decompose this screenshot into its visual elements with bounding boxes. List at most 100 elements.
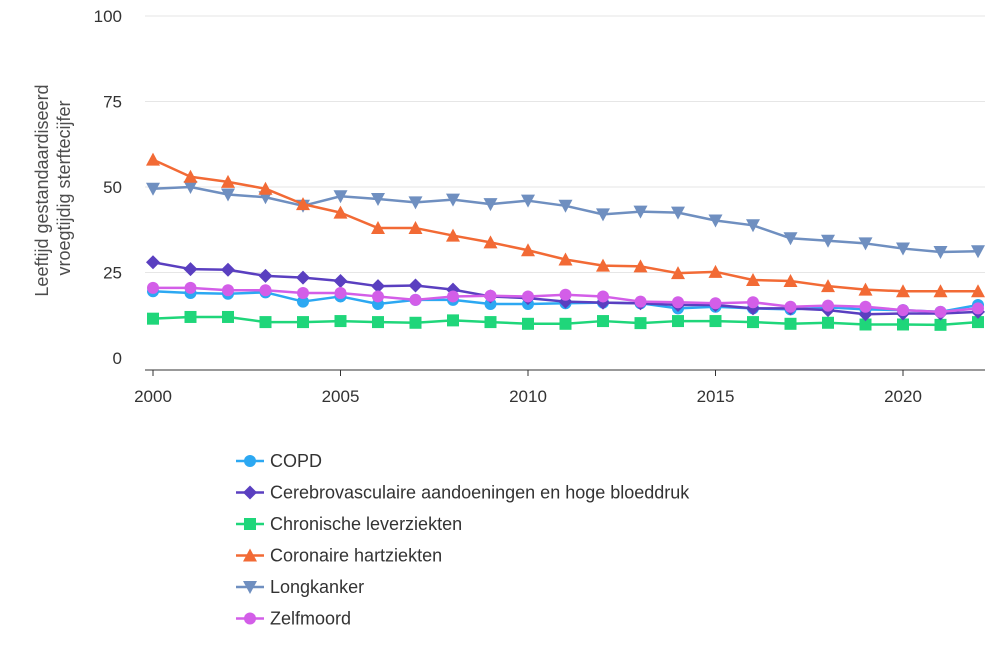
y-axis-label-line-2: vroegtijdig sterftecijfer bbox=[54, 100, 74, 275]
data-point-zelfmoord-2009 bbox=[484, 289, 497, 302]
data-point-chronische-leverziekten-2008 bbox=[447, 314, 459, 327]
series-line-longkanker bbox=[152, 185, 979, 254]
data-point-coronaire-hartziekten-2016 bbox=[746, 273, 760, 287]
data-point-zelfmoord-2004 bbox=[297, 287, 309, 300]
legend[interactable]: COPD Cerebrovasculaire aandoeningen en ho… bbox=[236, 451, 690, 629]
data-point-coronaire-hartziekten-2000 bbox=[146, 152, 160, 166]
legend-item-chronische-leverziekten[interactable]: Chronische leverziekten bbox=[236, 514, 462, 534]
data-point-coronaire-hartziekten-2017 bbox=[783, 274, 798, 288]
legend-label: Longkanker bbox=[270, 577, 364, 597]
y-tick-label: 75 bbox=[103, 93, 122, 112]
series-line-coronaire-hartziekten bbox=[152, 158, 978, 293]
x-tick-label: 2005 bbox=[322, 387, 360, 406]
legend-item-longkanker[interactable]: Longkanker bbox=[236, 577, 364, 597]
data-point-zelfmoord-2008 bbox=[447, 290, 459, 303]
data-point-coronaire-hartziekten-2011 bbox=[558, 252, 573, 266]
data-point-zelfmoord-2013 bbox=[634, 295, 647, 308]
data-point-zelfmoord-2021 bbox=[934, 305, 947, 318]
data-point-coronaire-hartziekten-2014 bbox=[671, 266, 685, 280]
data-point-chronische-leverziekten-2015 bbox=[709, 315, 722, 328]
data-point-cerebrovasculaire-aandoeningen-en-hoge-bloeddruk-2003 bbox=[258, 268, 273, 283]
data-point-zelfmoord-2006 bbox=[372, 290, 384, 303]
data-point-zelfmoord-2012 bbox=[597, 290, 609, 303]
data-point-longkanker-2018 bbox=[821, 234, 835, 248]
data-point-zelfmoord-2005 bbox=[334, 287, 347, 300]
legend-marker-icon bbox=[244, 612, 256, 625]
data-point-coronaire-hartziekten-2020 bbox=[896, 284, 910, 298]
x-tick-label: 2000 bbox=[134, 387, 172, 406]
data-point-cerebrovasculaire-aandoeningen-en-hoge-bloeddruk-2001 bbox=[183, 262, 198, 277]
data-point-chronische-leverziekten-2003 bbox=[259, 316, 272, 329]
legend-item-cerebrovasculaire-aandoeningen-en-hoge-bloeddruk[interactable]: Cerebrovasculaire aandoeningen en hoge b… bbox=[236, 483, 690, 503]
data-point-zelfmoord-2020 bbox=[897, 304, 909, 317]
data-point-coronaire-hartziekten-2005 bbox=[333, 205, 348, 219]
series-zelfmoord bbox=[147, 281, 984, 318]
data-point-coronaire-hartziekten-2008 bbox=[446, 228, 460, 242]
data-point-zelfmoord-2018 bbox=[822, 299, 834, 312]
data-point-longkanker-2014 bbox=[671, 206, 685, 220]
legend-item-copd[interactable]: COPD bbox=[236, 451, 322, 471]
legend-label: Zelfmoord bbox=[270, 609, 351, 629]
data-point-coronaire-hartziekten-2007 bbox=[408, 221, 423, 235]
series-longkanker bbox=[146, 181, 985, 259]
data-point-chronische-leverziekten-2009 bbox=[484, 316, 497, 329]
data-point-chronische-leverziekten-2005 bbox=[334, 315, 347, 328]
data-point-longkanker-2001 bbox=[183, 181, 198, 194]
data-point-zelfmoord-2000 bbox=[147, 281, 159, 294]
data-point-zelfmoord-2017 bbox=[784, 300, 797, 313]
legend-marker-icon bbox=[243, 581, 257, 594]
data-point-coronaire-hartziekten-2006 bbox=[371, 221, 385, 235]
data-point-chronische-leverziekten-2006 bbox=[372, 316, 384, 329]
legend-marker-icon bbox=[243, 548, 257, 562]
data-point-coronaire-hartziekten-2019 bbox=[858, 282, 873, 296]
data-point-copd-2009 bbox=[484, 297, 497, 310]
data-point-chronische-leverziekten-2002 bbox=[222, 310, 234, 323]
data-point-copd-2004 bbox=[297, 295, 309, 308]
legend-label: COPD bbox=[270, 451, 322, 471]
data-point-chronische-leverziekten-2021 bbox=[934, 318, 947, 331]
y-axis-ticks: 0 25 50 75 100 bbox=[94, 7, 122, 368]
data-point-coronaire-hartziekten-2013 bbox=[633, 259, 648, 273]
y-tick-label: 25 bbox=[103, 264, 122, 283]
data-point-cerebrovasculaire-aandoeningen-en-hoge-bloeddruk-2002 bbox=[221, 262, 235, 277]
data-point-coronaire-hartziekten-2004 bbox=[296, 197, 310, 211]
data-point-zelfmoord-2016 bbox=[747, 296, 759, 309]
data-point-zelfmoord-2019 bbox=[859, 300, 872, 313]
data-point-longkanker-2006 bbox=[371, 192, 385, 206]
data-point-longkanker-2005 bbox=[333, 190, 348, 204]
data-point-chronische-leverziekten-2001 bbox=[184, 310, 197, 323]
data-point-cerebrovasculaire-aandoeningen-en-hoge-bloeddruk-2000 bbox=[146, 255, 160, 270]
legend-item-coronaire-hartziekten[interactable]: Coronaire hartziekten bbox=[236, 546, 442, 566]
legend-label: Cerebrovasculaire aandoeningen en hoge b… bbox=[270, 483, 690, 503]
data-point-cerebrovasculaire-aandoeningen-en-hoge-bloeddruk-2004 bbox=[296, 270, 310, 285]
legend-item-zelfmoord[interactable]: Zelfmoord bbox=[236, 609, 351, 629]
data-point-chronische-leverziekten-2014 bbox=[672, 315, 684, 328]
y-gridlines bbox=[145, 15, 985, 273]
data-point-chronische-leverziekten-2011 bbox=[559, 317, 572, 330]
data-point-chronische-leverziekten-2017 bbox=[784, 317, 797, 330]
data-point-longkanker-2008 bbox=[446, 193, 460, 207]
x-axis: 2000 2005 2010 2015 2020 bbox=[134, 369, 985, 406]
x-tick-label: 2020 bbox=[884, 387, 922, 406]
data-point-zelfmoord-2003 bbox=[259, 284, 272, 297]
legend-label: Chronische leverziekten bbox=[270, 514, 462, 534]
data-point-coronaire-hartziekten-2018 bbox=[821, 279, 835, 293]
data-point-chronische-leverziekten-2004 bbox=[297, 316, 309, 329]
data-point-zelfmoord-2015 bbox=[709, 297, 722, 310]
data-point-cerebrovasculaire-aandoeningen-en-hoge-bloeddruk-2007 bbox=[408, 278, 423, 293]
data-point-longkanker-2012 bbox=[596, 208, 610, 222]
data-point-longkanker-2016 bbox=[746, 219, 760, 233]
y-tick-label: 50 bbox=[103, 178, 122, 197]
data-point-chronische-leverziekten-2022 bbox=[972, 316, 984, 329]
data-point-chronische-leverziekten-2010 bbox=[522, 317, 534, 330]
data-point-chronische-leverziekten-2019 bbox=[859, 318, 872, 331]
x-tick-label: 2015 bbox=[697, 387, 735, 406]
legend-label: Coronaire hartziekten bbox=[270, 546, 442, 566]
data-point-coronaire-hartziekten-2022 bbox=[971, 284, 985, 298]
data-point-longkanker-2002 bbox=[221, 188, 235, 202]
data-point-longkanker-2007 bbox=[408, 196, 423, 210]
data-point-chronische-leverziekten-2013 bbox=[634, 317, 647, 330]
data-point-zelfmoord-2001 bbox=[184, 281, 197, 294]
y-axis-label: Leeftijd gestandaardiseerd vroegtijdig s… bbox=[32, 79, 74, 296]
